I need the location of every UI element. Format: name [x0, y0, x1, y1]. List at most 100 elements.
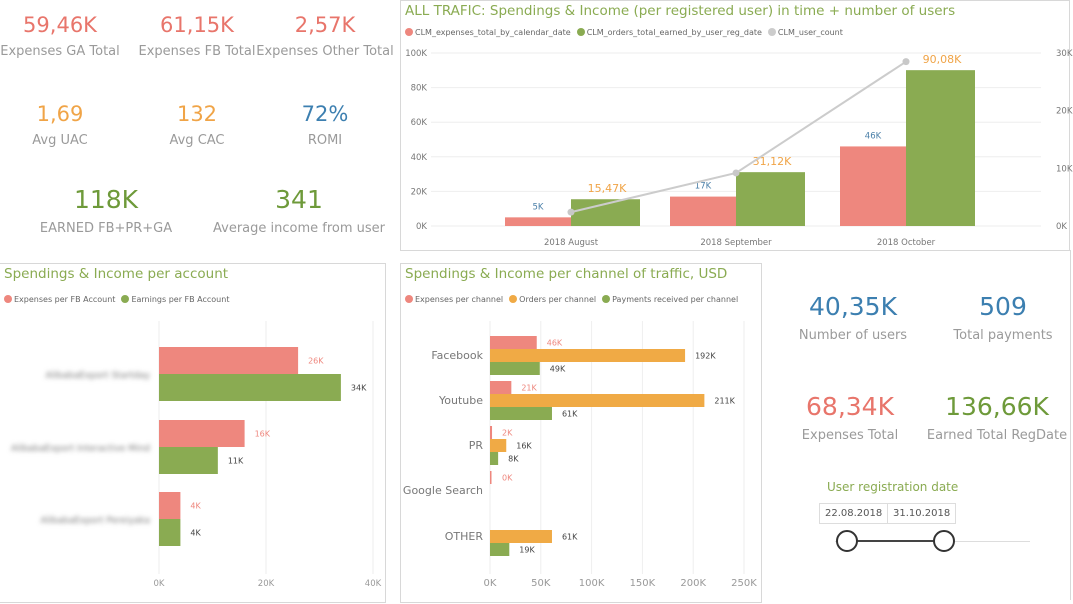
orders-data-label: 31,12K [753, 155, 792, 168]
legend-dot-icon [4, 295, 12, 303]
kpi-label: Avg UAC [32, 133, 88, 148]
orders-data-label: 15,47K [588, 182, 627, 195]
bar [490, 426, 493, 439]
time-chart-title: ALL TRAFIC: Spendings & Income (per regi… [405, 3, 956, 19]
legend-item[interactable]: Earnings per FB Account [121, 295, 229, 304]
bar [159, 492, 181, 519]
kpi-card: 61,15K Expenses FB Total [139, 12, 256, 59]
slicer-title: User registration date [827, 480, 959, 494]
category-label: PR [469, 439, 484, 452]
y2-tick-label: 0K [1056, 222, 1067, 232]
orders-data-label: 90,08K [923, 53, 962, 66]
category-label: Google Search [403, 484, 483, 497]
data-label: 21K [521, 384, 537, 393]
account-chart: 0K 20K 40K AlibabaExport Startday 26K 34K Alib… [11, 321, 382, 589]
bar [490, 362, 540, 375]
y-tick-label: 100K [405, 49, 427, 59]
kpi-value: 59,46K [23, 13, 97, 37]
legend-label: CLM_expenses_total_by_calendar_date [415, 28, 571, 37]
data-label: 8K [508, 455, 519, 464]
legend-item[interactable]: CLM_expenses_total_by_calendar_date [405, 28, 571, 37]
kpi-value: 40,35K [809, 292, 897, 321]
data-label: 192K [695, 352, 716, 361]
orders-bar [906, 70, 975, 227]
data-label: 61K [562, 410, 578, 419]
legend-item[interactable]: Expenses per FB Account [4, 295, 115, 304]
bar [490, 336, 537, 349]
legend-item[interactable]: Expenses per channel [405, 295, 503, 304]
bar [490, 381, 512, 394]
x-tick-label: 250K [731, 578, 757, 589]
y2-tick-label: 30K [1056, 49, 1073, 59]
account-chart-legend: Expenses per FB Account Earnings per FB A… [4, 295, 229, 304]
bar [490, 407, 552, 420]
y-tick-label: 80K [411, 84, 428, 94]
data-label: 46K [547, 339, 563, 348]
slider-start-handle[interactable] [836, 530, 858, 552]
kpi-value: 68,34K [806, 392, 894, 421]
expenses-bar [670, 196, 736, 226]
bar [490, 543, 510, 556]
category-label: AlibabaExport Pereiyaka [40, 516, 150, 526]
legend-dot-icon [767, 28, 776, 36]
legend-label: Expenses per FB Account [14, 295, 116, 304]
expenses-data-label: 17K [695, 182, 712, 192]
data-label: 2K [502, 429, 513, 438]
kpi-label: Avg CAC [169, 133, 225, 148]
expenses-data-label: 5K [533, 202, 544, 212]
y2-tick-label: 20K [1056, 107, 1073, 117]
data-label: 211K [714, 397, 735, 406]
legend-dot-icon [602, 295, 611, 303]
kpi-card: 132 Avg CAC [169, 101, 224, 148]
kpi-value: 132 [176, 102, 218, 126]
start-date-input[interactable]: 22.08.2018 [819, 503, 889, 524]
legend-item[interactable]: CLM_orders_total_earned_by_user_reg_date [576, 28, 762, 37]
kpi-card: 509 Total payments [953, 292, 1052, 343]
channel-chart-legend: Expenses per channel Orders per channel Pa… [405, 295, 738, 304]
bar [159, 374, 341, 401]
kpi-label: Expenses Total [801, 428, 899, 443]
kpi-label: Expenses Other Total [256, 44, 394, 59]
category-label: OTHER [445, 530, 484, 543]
x-tick-label: 0K [154, 579, 165, 589]
end-date-input[interactable]: 31.10.2018 [887, 503, 957, 524]
x-tick-label: 40K [365, 579, 382, 589]
legend-item[interactable]: Payments received per channel [602, 295, 738, 304]
bar [159, 347, 299, 374]
kpi-value: 118K [73, 185, 139, 214]
time-chart-panel: ALL TRAFIC: Spendings & Income (per regi… [400, 0, 1073, 251]
legend-dot-icon [121, 295, 130, 303]
kpi-value: 1,69 [36, 102, 84, 126]
account-chart-title: Spendings & Income per account [4, 266, 229, 282]
kpi-card: 341 Average income from user [213, 185, 385, 236]
expenses-bar [505, 217, 571, 226]
data-label: 4K [190, 502, 201, 511]
legend-dot-icon [509, 295, 518, 303]
kpi-label: Earned Total RegDate [926, 428, 1068, 443]
kpi-card: 2,57K Expenses Other Total [256, 12, 393, 59]
bar [490, 394, 705, 407]
kpi-card: 40,35K Number of users [799, 292, 907, 343]
legend-item[interactable]: CLM_user_count [767, 28, 843, 37]
legend-label: Orders per channel [519, 295, 597, 304]
kpi-label: EARNED FB+PR+GA [39, 221, 173, 236]
x-tick-label: 2018 August [544, 238, 599, 248]
account-chart-panel: Spendings & Income per account Expenses … [0, 263, 386, 603]
bar [490, 452, 499, 465]
x-tick-label: 200K [680, 578, 706, 589]
slider-end-handle[interactable] [933, 530, 955, 552]
kpi-value: 2,57K [294, 13, 356, 37]
kpi-label: Number of users [798, 328, 908, 343]
legend-label: CLM_orders_total_earned_by_user_reg_date [586, 28, 762, 37]
legend-item[interactable]: Orders per channel [509, 295, 596, 304]
kpi-label: Expenses FB Total [138, 44, 256, 59]
y2-tick-label: 10K [1056, 164, 1073, 174]
kpi-value: 61,15K [160, 13, 234, 37]
kpi-value: 509 [979, 292, 1027, 321]
bar [159, 447, 218, 474]
x-tick-label: 2018 October [877, 238, 936, 248]
legend-label: Earnings per FB Account [131, 295, 230, 304]
user-count-point [732, 169, 740, 177]
bar [159, 420, 245, 447]
data-label: 19K [519, 546, 535, 555]
